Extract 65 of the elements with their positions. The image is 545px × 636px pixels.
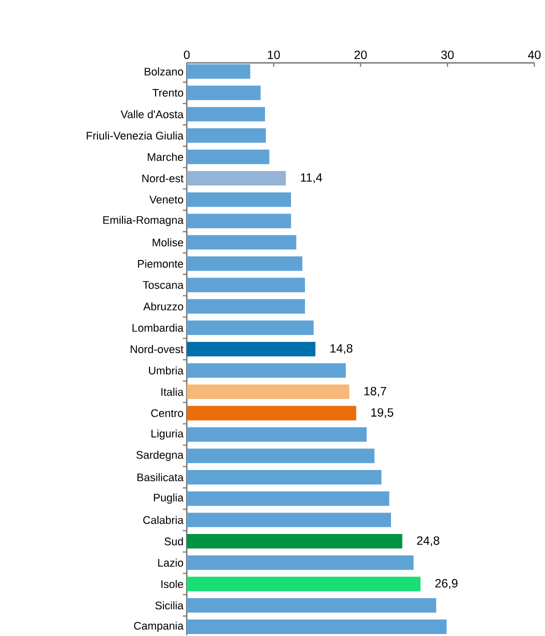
y-tick-label: Sardegna (136, 450, 184, 461)
bar (186, 427, 367, 442)
y-tick-label: Nord-est (142, 174, 184, 182)
y-tick-label: Molise (152, 238, 184, 246)
bar (186, 491, 390, 506)
y-tick-label: Toscana (143, 281, 184, 289)
bar (186, 150, 270, 164)
y-tick-label: Sicilia (156, 601, 184, 610)
bar (186, 320, 314, 335)
y-tick-label: Valle d'Aosta (120, 110, 184, 118)
x-tick-label: 20 (354, 50, 367, 60)
data-label: 11,4 (301, 173, 322, 184)
y-tick-label: Liguria (152, 429, 184, 440)
bar (186, 235, 296, 250)
data-label: 19,5 (371, 408, 394, 418)
y-tick-label: Sud (164, 537, 184, 546)
bar (186, 192, 292, 207)
y-tick-label: Veneto (150, 196, 184, 204)
x-tick-label: 30 (441, 50, 454, 60)
y-tick-label: Isole (162, 580, 184, 588)
bar (186, 106, 266, 122)
bar (186, 384, 350, 400)
y-tick-label: Umbria (149, 366, 184, 374)
y-tick-label: Abruzzo (143, 302, 184, 310)
y-tick-label: Italia (162, 388, 184, 396)
bar (186, 299, 306, 314)
y-tick-label: Basilicata (138, 473, 184, 482)
bar (186, 342, 316, 356)
bar (186, 171, 286, 186)
y-tick-label: Lombardia (132, 324, 184, 332)
bar (186, 534, 402, 549)
bar (186, 214, 292, 228)
bar (186, 256, 303, 271)
y-tick-label: Piemonte (138, 260, 184, 268)
bar (186, 128, 266, 143)
bar (186, 619, 447, 634)
data-label: 14,8 (330, 344, 353, 354)
bar (186, 512, 392, 528)
x-tick-label: 0 (184, 50, 190, 60)
y-tick-label: Friuli-Venezia Giulia (86, 132, 184, 140)
data-label: 18,7 (364, 386, 386, 397)
y-tick-label: Calabria (143, 516, 184, 524)
x-tick-label: 40 (528, 50, 541, 60)
bar (186, 555, 414, 570)
data-label: 26,9 (435, 579, 458, 589)
x-tick-label: 10 (268, 50, 280, 60)
y-tick-label: Bolzano (144, 67, 184, 76)
bar (186, 406, 356, 420)
bar (186, 86, 261, 100)
y-tick-label: Marche (148, 152, 184, 161)
bar (186, 448, 375, 464)
y-tick-label: Nord-ovest (130, 345, 184, 354)
y-tick-label: Campania (134, 622, 184, 632)
y-tick-label: Trento (152, 89, 184, 97)
bar (186, 278, 306, 292)
y-tick-label: Puglia (154, 493, 184, 504)
bar (186, 363, 346, 378)
y-tick-label: Lazio (158, 558, 184, 567)
bar (186, 470, 382, 484)
data-label: 24,8 (417, 536, 440, 546)
bar (186, 64, 250, 79)
bar (186, 598, 436, 613)
y-tick-label: Emilia-Romagna (103, 216, 184, 226)
bar (186, 576, 421, 592)
y-tick-label: Centro (151, 409, 184, 418)
